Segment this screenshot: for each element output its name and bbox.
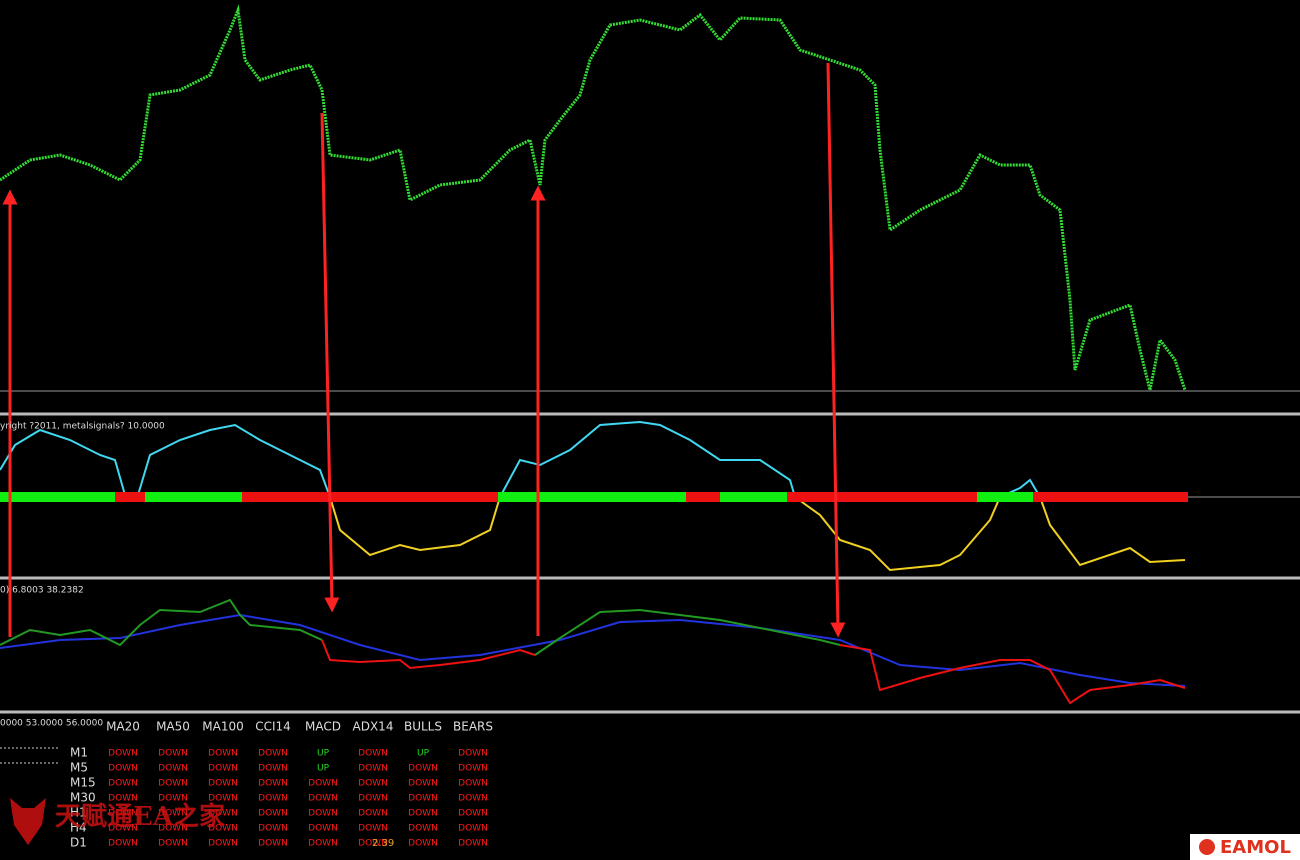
- price-down: [321, 639, 536, 670]
- watermark: 天赋通EA之家: [55, 801, 225, 832]
- brand: EAMOL: [1220, 837, 1291, 858]
- row-label: M5: [70, 761, 88, 775]
- signal-cell: DOWN: [208, 809, 238, 819]
- brand-icon: [1199, 839, 1215, 855]
- signal-cell: UP: [317, 749, 330, 759]
- panel-label: yright ?2011, metalsignals? 10.0000: [0, 422, 165, 432]
- signal-cell: DOWN: [458, 839, 488, 849]
- signal-cell: DOWN: [208, 749, 238, 759]
- column-header: MA100: [202, 720, 243, 734]
- signal-cell: DOWN: [408, 809, 438, 819]
- row-label: M15: [70, 776, 96, 790]
- signal-cell: DOWN: [208, 794, 238, 804]
- signal-cell: DOWN: [108, 779, 138, 789]
- signal-arrow: [320, 112, 340, 613]
- signal-cell: DOWN: [258, 824, 288, 834]
- signal-cell: DOWN: [408, 764, 438, 774]
- signal-cell: DOWN: [108, 764, 138, 774]
- signal-cell: DOWN: [108, 749, 138, 759]
- signal-table: MA20 MA50 MA100 CCI14 MACD ADX14 BULLS BEARS M1 D…: [70, 720, 493, 850]
- signal-cell: DOWN: [358, 749, 388, 759]
- column-header: BULLS: [404, 720, 442, 734]
- oscillator-up: [0, 428, 126, 496]
- signal-cell: DOWN: [458, 824, 488, 834]
- signal-cell: DOWN: [258, 809, 288, 819]
- row-label: D1: [70, 836, 87, 850]
- oscillator-up: [499, 420, 796, 498]
- signal-cell: UP: [417, 749, 430, 759]
- oscillator-down: [1039, 496, 1186, 567]
- signal-arrow: [826, 62, 846, 638]
- signal-cell: DOWN: [258, 764, 288, 774]
- price-up: [0, 598, 323, 647]
- signal-cell: DOWN: [358, 764, 388, 774]
- price-line: [0, 4, 1187, 391]
- signal-bar: [0, 492, 1188, 502]
- signal-cell: DOWN: [158, 794, 188, 804]
- signal-cell: DOWN: [158, 749, 188, 759]
- row-label: M1: [70, 746, 88, 760]
- signal-cell: DOWN: [158, 824, 188, 834]
- signal-cell: DOWN: [358, 824, 388, 834]
- signal-cell: DOWN: [408, 824, 438, 834]
- signal-cell: DOWN: [458, 764, 488, 774]
- signal-cell: DOWN: [308, 839, 338, 849]
- signal-cell: DOWN: [358, 794, 388, 804]
- signal-cell: DOWN: [458, 794, 488, 804]
- signal-cell: DOWN: [258, 794, 288, 804]
- column-header: MACD: [305, 720, 341, 734]
- signal-cell: DOWN: [108, 824, 138, 834]
- row-label: H4: [70, 821, 87, 835]
- signal-cell: DOWN: [358, 779, 388, 789]
- signal-cell: DOWN: [208, 764, 238, 774]
- signal-cell: DOWN: [308, 824, 338, 834]
- oscillator-down: [329, 496, 501, 557]
- signal-cell: DOWN: [408, 794, 438, 804]
- signal-cell: DOWN: [108, 839, 138, 849]
- signal-cell: DOWN: [358, 809, 388, 819]
- signal-cell: DOWN: [308, 794, 338, 804]
- signal-cell: DOWN: [158, 809, 188, 819]
- panel-label: 0) 6.8003 38.2382: [0, 586, 84, 596]
- moving-average: [0, 613, 1186, 687]
- row-label: M30: [70, 791, 96, 805]
- panel-label: 0000 53.0000 56.0000: [0, 719, 103, 729]
- oscillator-down: [794, 496, 1001, 572]
- signal-cell: DOWN: [258, 749, 288, 759]
- signal-cell: DOWN: [358, 839, 388, 849]
- signal-cell: DOWN: [408, 779, 438, 789]
- logo: [10, 798, 46, 845]
- price-up: [534, 608, 841, 656]
- column-header: BEARS: [453, 720, 493, 734]
- signal-cell: DOWN: [108, 809, 138, 819]
- column-header: CCI14: [255, 720, 291, 734]
- signal-cell: DOWN: [208, 839, 238, 849]
- price-down: [839, 644, 1186, 705]
- signal-cell: DOWN: [258, 779, 288, 789]
- signal-cell: DOWN: [108, 794, 138, 804]
- signal-cell: DOWN: [458, 749, 488, 759]
- signal-cell: DOWN: [458, 809, 488, 819]
- signal-cell: DOWN: [308, 779, 338, 789]
- signal-cell: DOWN: [408, 839, 438, 849]
- column-header: MA50: [156, 720, 190, 734]
- signal-cell: DOWN: [208, 779, 238, 789]
- column-header: MA20: [106, 720, 140, 734]
- overlay-value: 2.39: [372, 838, 394, 849]
- signal-cell: DOWN: [308, 809, 338, 819]
- signal-cell: DOWN: [158, 764, 188, 774]
- signal-cell: DOWN: [458, 779, 488, 789]
- signal-cell: DOWN: [158, 839, 188, 849]
- signal-cell: DOWN: [208, 824, 238, 834]
- signal-cell: DOWN: [158, 779, 188, 789]
- row-label: H1: [70, 806, 87, 820]
- signal-cell: DOWN: [258, 839, 288, 849]
- column-header: ADX14: [353, 720, 394, 734]
- oscillator-up: [137, 423, 331, 498]
- signal-cell: UP: [317, 764, 330, 774]
